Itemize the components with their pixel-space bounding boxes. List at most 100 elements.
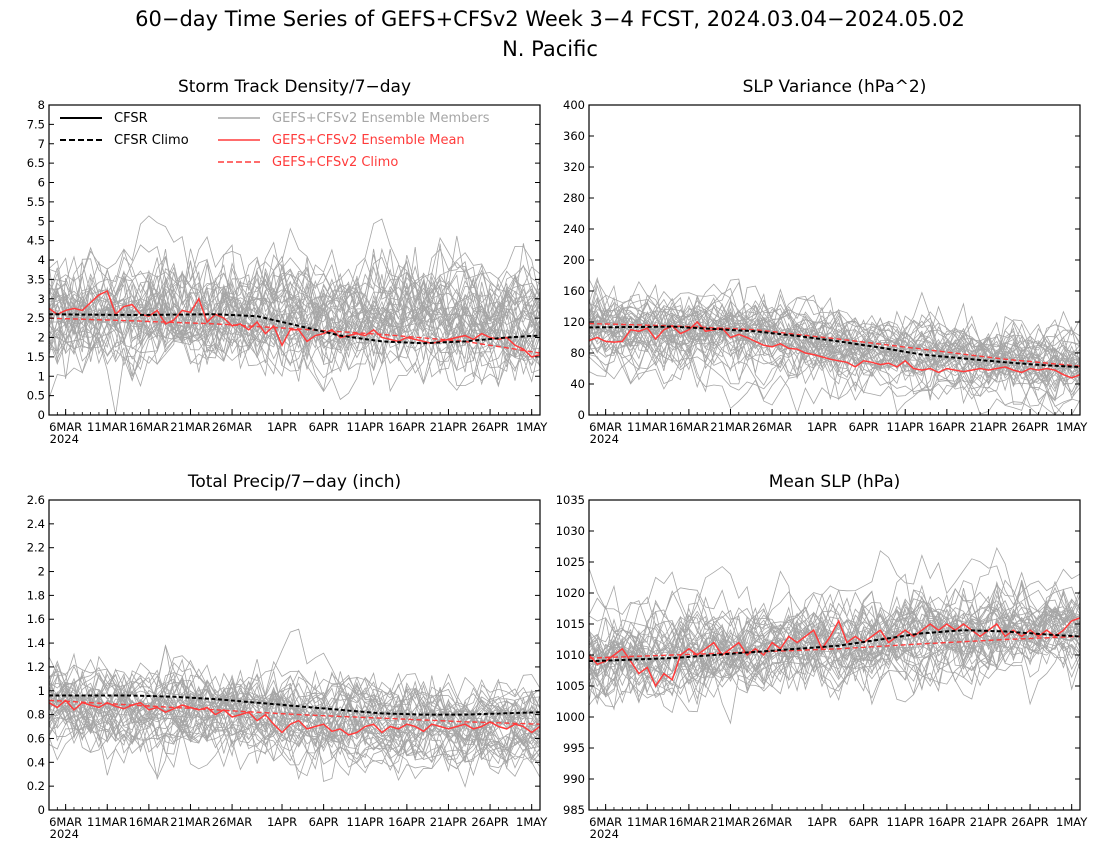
x-tick-label: 21APR: [430, 815, 467, 829]
y-tick-label: 4.5: [27, 234, 45, 248]
x-tick-label: 26APR: [471, 815, 508, 829]
y-tick-label: 0: [578, 408, 585, 422]
ensemble-member-line: [589, 593, 1080, 691]
x-tick-label: 6MAR: [589, 420, 622, 434]
legend-cfsr-label: CFSR: [114, 111, 148, 126]
x-tick-label: 21APR: [430, 420, 467, 434]
ensemble-member-line: [589, 301, 1080, 378]
x-tick-label: 11APR: [347, 815, 384, 829]
ensemble-member-line: [589, 283, 1080, 381]
ensemble-member-line: [589, 281, 1080, 386]
ensemble-member-line: [49, 689, 540, 764]
x-tick-label: 1MAY: [516, 815, 548, 829]
ensemble-member-line: [589, 345, 1080, 415]
ensemble-member-line: [49, 696, 540, 782]
y-tick-label: 2.2: [27, 541, 45, 555]
ensemble-member-line: [589, 329, 1080, 405]
x-tick-label: 16APR: [388, 815, 425, 829]
legend-members-label: GEFS+CFSv2 Ensemble Members: [272, 111, 490, 126]
y-tick-label: 360: [563, 129, 585, 143]
x-tick-label: 11MAR: [87, 420, 127, 434]
y-tick-label: 990: [563, 772, 585, 786]
cfsr-climo-line: [49, 694, 540, 716]
x-tick-label: 1APR: [807, 420, 837, 434]
legend-cfsr-climo-label: CFSR Climo: [114, 133, 189, 148]
x-tick-label: 26APR: [471, 420, 508, 434]
x-tick-label: 11APR: [887, 420, 924, 434]
y-tick-label: 3.5: [27, 272, 45, 286]
x-tick-label: 16MAR: [129, 420, 169, 434]
ensemble-member-line: [589, 340, 1080, 415]
panel-title: SLP Variance (hPa^2): [743, 77, 927, 97]
y-tick-label: 1.2: [27, 660, 45, 674]
y-tick-label: 1025: [556, 555, 585, 569]
y-tick-label: 7: [38, 137, 45, 151]
series-group: [589, 546, 1080, 725]
y-tick-label: 280: [563, 191, 585, 205]
plot-frame: [48, 499, 541, 811]
y-tick-label: 1005: [556, 679, 585, 693]
y-tick-label: 1.6: [27, 612, 45, 626]
x-tick-label: 6APR: [849, 420, 879, 434]
chart-panel-2: SLP Variance (hPa^2) 0 40 80 120 160 200 240 280…: [563, 77, 1088, 446]
ensemble-member-line: [589, 628, 1080, 699]
y-tick-label: 0.8: [27, 708, 45, 722]
x-tick-label: 21MAR: [710, 420, 750, 434]
ensemble-member-line: [49, 706, 540, 788]
x-tick-label: 6APR: [849, 815, 879, 829]
x-tick-label: 21APR: [970, 420, 1007, 434]
cfsr-climo-line: [49, 313, 540, 345]
ensemble-member-line: [49, 215, 540, 308]
y-tick-label: 400: [563, 98, 585, 112]
y-tick-label: 1.4: [27, 636, 45, 650]
ensemble-member-line: [49, 299, 540, 382]
x-tick-label: 11MAR: [627, 420, 667, 434]
y-tick-label: 6: [38, 176, 45, 190]
ensemble-member-line: [589, 610, 1080, 704]
chart-panel-3: Total Precip/7−day (inch)00.20.40.60.811…: [27, 472, 549, 841]
y-tick-label: 2: [38, 565, 45, 579]
ensemble-member-line: [49, 275, 540, 387]
series-group: [49, 628, 540, 788]
ensemble-member-line: [589, 591, 1080, 696]
ensemble-member-line: [49, 289, 540, 373]
y-tick-label: 120: [563, 315, 585, 329]
ensemble-member-line: [589, 606, 1080, 702]
ensemble-member-line: [49, 298, 540, 393]
x-tick-label: 26MAR: [212, 420, 252, 434]
y-tick-label: 0.4: [27, 755, 45, 769]
legend-ens-climo-label: GEFS+CFSv2 Climo: [272, 155, 398, 170]
ensemble-member-line: [49, 668, 540, 746]
y-tick-label: 1035: [556, 493, 585, 507]
y-tick-label: 0: [38, 803, 45, 817]
ensemble-member-line: [49, 256, 540, 378]
y-tick-label: 240: [563, 222, 585, 236]
ensemble-member-line: [49, 282, 540, 376]
series-group: [49, 215, 540, 415]
figure-region-subtitle: N. Pacific: [502, 37, 598, 61]
ensemble-member-line: [589, 336, 1080, 411]
ensemble-member-line: [49, 255, 540, 371]
panel-title: Total Precip/7−day (inch): [187, 472, 401, 492]
x-year-label: 2024: [50, 432, 79, 446]
x-tick-label: 6MAR: [49, 420, 82, 434]
y-tick-label: 1010: [556, 648, 585, 662]
chart-panel-4: Mean SLP (hPa) 985 990 995 1000 1005 1010 1015 1…: [556, 472, 1089, 841]
x-tick-label: 6MAR: [49, 815, 82, 829]
x-tick-label: 26APR: [1011, 815, 1048, 829]
x-tick-label: 16APR: [388, 420, 425, 434]
ensemble-member-line: [589, 599, 1080, 725]
y-tick-label: 5: [38, 214, 45, 228]
ensemble-member-line: [589, 308, 1080, 387]
ensemble-member-line: [589, 592, 1080, 672]
x-tick-label: 26APR: [1011, 420, 1048, 434]
ensemble-member-line: [49, 628, 540, 737]
ensemble-member-line: [49, 674, 540, 764]
y-tick-label: 1020: [556, 586, 585, 600]
ensemble-member-line: [49, 695, 540, 776]
y-tick-label: 2.5: [27, 311, 45, 325]
x-tick-label: 1MAY: [1056, 420, 1088, 434]
y-tick-label: 1: [38, 369, 45, 383]
cfsr-climo-line: [589, 325, 1080, 368]
ensemble-member-line: [589, 579, 1080, 671]
